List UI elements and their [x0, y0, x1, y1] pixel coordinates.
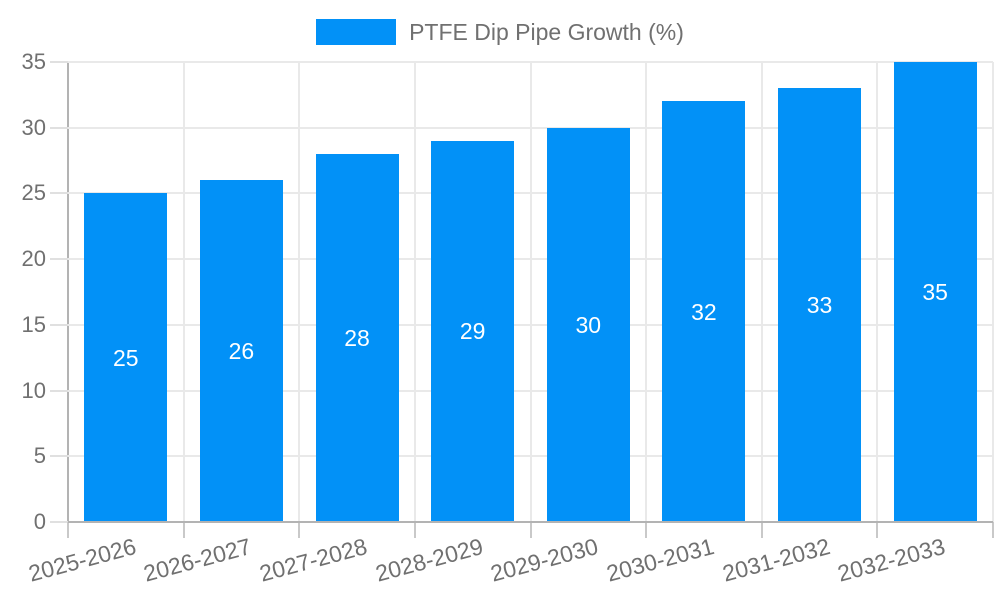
- bar: [199, 180, 283, 522]
- y-axis-tick: [50, 455, 68, 458]
- y-axis-tick-label: 15: [21, 311, 46, 337]
- x-axis-line: [68, 521, 993, 523]
- x-axis-tick-label: 2025-2026: [25, 533, 139, 587]
- x-axis-tick-label: 2029-2030: [488, 533, 602, 587]
- y-axis-tick-label: 35: [21, 49, 46, 74]
- x-axis-tick: [413, 522, 416, 538]
- bar: [315, 154, 399, 522]
- y-axis-tick-label: 10: [21, 377, 46, 403]
- x-axis-tick: [876, 522, 879, 538]
- bar-value-label: 28: [344, 325, 370, 351]
- x-axis-tick-label: 2032-2033: [834, 533, 948, 587]
- bar-value-label: 25: [113, 344, 139, 371]
- x-axis-tick-label: 2030-2031: [603, 533, 717, 587]
- gridline-vertical: [760, 62, 763, 522]
- y-axis-tick-label: 20: [21, 246, 46, 272]
- y-axis-tick-label: 30: [21, 114, 46, 140]
- y-axis-tick: [50, 126, 68, 129]
- x-axis-tick-label: 2031-2032: [719, 533, 833, 587]
- bar: [84, 193, 168, 522]
- bar: [662, 101, 746, 522]
- y-axis-tick: [50, 389, 68, 392]
- gridline-vertical: [645, 62, 648, 522]
- bar-value-label: 30: [575, 311, 602, 338]
- legend-series-label: PTFE Dip Pipe Growth (%): [409, 18, 684, 45]
- y-axis-tick: [50, 521, 68, 523]
- x-axis-tick: [298, 522, 301, 538]
- x-axis-tick: [182, 522, 185, 538]
- y-axis-tick: [50, 258, 68, 261]
- plot-area: 25 26 28 29 30 32 33 35: [68, 61, 994, 522]
- bar-value-label: 35: [922, 279, 948, 305]
- bar-value-label: 29: [459, 318, 486, 345]
- x-axis-tick: [67, 522, 69, 538]
- y-axis-tick: [50, 192, 68, 195]
- gridline-vertical: [529, 62, 532, 522]
- legend-color-swatch: [316, 19, 397, 45]
- x-axis-tick-label: 2027-2028: [256, 533, 370, 587]
- x-axis-tick: [529, 522, 532, 538]
- bar: [893, 62, 977, 522]
- bar-value-label: 26: [228, 338, 255, 365]
- bar-value-label: 33: [806, 292, 833, 319]
- x-axis-tick: [645, 522, 648, 538]
- chart-legend: PTFE Dip Pipe Growth (%): [0, 16, 1000, 48]
- gridline-vertical: [413, 62, 416, 522]
- y-axis-tick-label: 25: [21, 180, 46, 206]
- y-axis-tick-label: 0: [33, 509, 46, 534]
- gridline-vertical: [298, 62, 301, 522]
- x-axis-tick-label: 2026-2027: [141, 533, 255, 587]
- bar: [546, 127, 630, 522]
- x-axis-tick: [992, 522, 994, 538]
- x-axis-tick: [760, 522, 763, 538]
- y-axis-line: [67, 62, 69, 522]
- x-axis-tick-label: 2028-2029: [372, 533, 486, 587]
- gridline-vertical: [182, 62, 185, 522]
- y-axis-tick-label: 5: [33, 443, 46, 469]
- bar: [431, 140, 515, 522]
- gridline-vertical: [992, 62, 994, 522]
- y-axis-tick: [50, 323, 68, 326]
- gridline-vertical: [876, 62, 879, 522]
- y-axis-tick: [50, 61, 68, 63]
- bar: [778, 88, 862, 522]
- bar-value-label: 32: [691, 298, 717, 325]
